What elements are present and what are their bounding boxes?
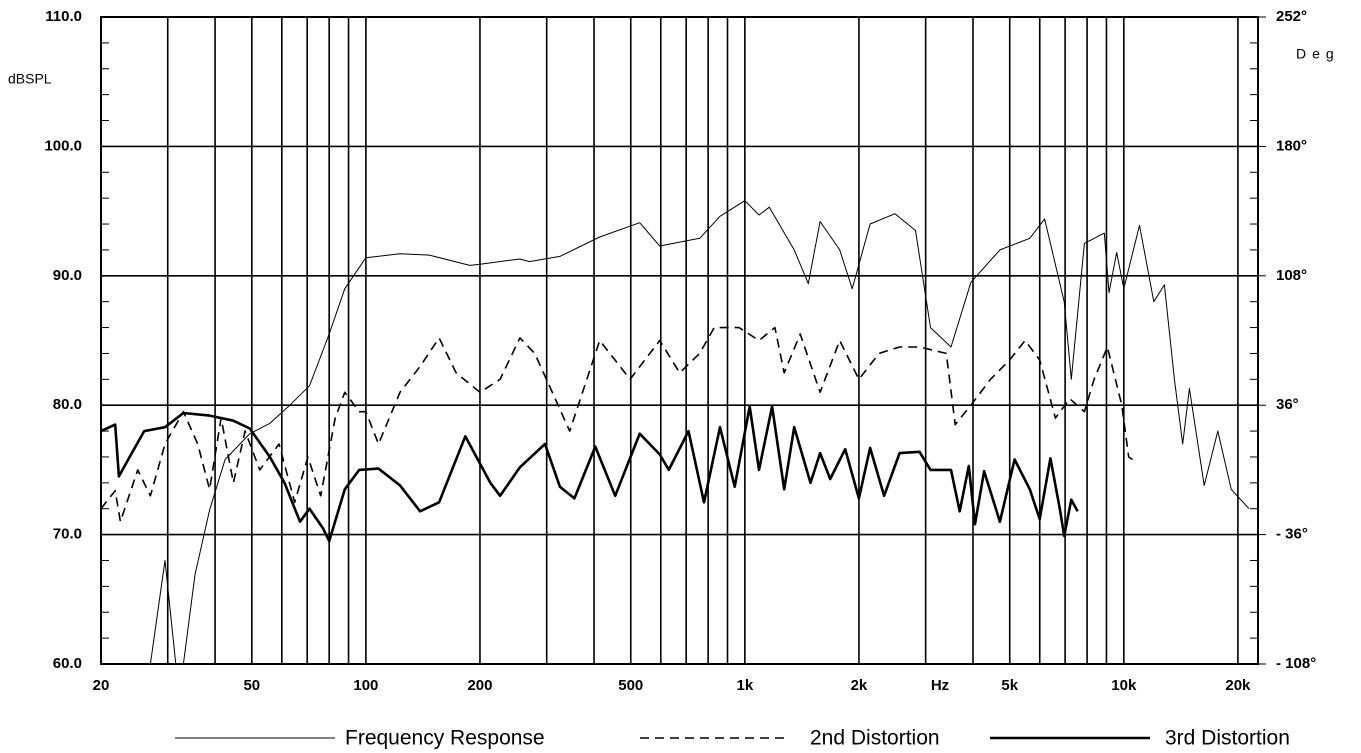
labels: 20 50 100 200 500 1k 2k 5k 10k 20k 60.0 70.0 80.0 90.… — [44, 8, 1316, 694]
series-line — [101, 405, 1079, 543]
x-tick-label: 500 — [618, 677, 643, 694]
y-tick-label: 90.0 — [53, 267, 82, 284]
series-line — [101, 326, 1134, 523]
x-tick-label: 50 — [243, 677, 260, 694]
x-axis-label: Hz — [931, 677, 949, 694]
x-tick-label: 20k — [1225, 677, 1251, 694]
legend-label: 2nd Distortion — [810, 727, 940, 750]
x-tick-label: 200 — [467, 677, 492, 694]
y2-tick-label: - 108° — [1276, 655, 1316, 672]
x-tick-label: 20 — [93, 677, 110, 694]
legend: Frequency Response 2nd Distortion 3rd Dist… — [175, 727, 1290, 750]
x-tick-label: 2k — [851, 677, 868, 694]
x-tick-label: 1k — [737, 677, 754, 694]
x-tick-label: 100 — [353, 677, 378, 694]
grid — [100, 16, 1266, 665]
legend-label: Frequency Response — [345, 727, 545, 750]
y-tick-label: 70.0 — [53, 526, 82, 543]
legend-label: 3rd Distortion — [1165, 727, 1290, 750]
y-tick-label: 110.0 — [45, 8, 82, 25]
y-tick-label: 100.0 — [44, 137, 82, 154]
y2-tick-label: 36° — [1276, 396, 1299, 413]
y2-tick-label: 252° — [1276, 8, 1307, 25]
x-tick-label: 10k — [1111, 677, 1137, 694]
y2-tick-label: 180° — [1276, 137, 1307, 154]
curves — [101, 200, 1250, 664]
y-tick-label: 80.0 — [53, 396, 82, 413]
y2-axis-label: Deg — [1296, 46, 1340, 62]
y2-tick-label: 108° — [1276, 267, 1307, 284]
y-axis-label: dBSPL — [8, 71, 52, 87]
y-tick-label: 60.0 — [53, 655, 82, 672]
plot-frame — [100, 16, 1259, 665]
series-line — [101, 200, 1250, 664]
y2-tick-label: - 36° — [1276, 526, 1308, 543]
x-tick-label: 5k — [1001, 677, 1018, 694]
